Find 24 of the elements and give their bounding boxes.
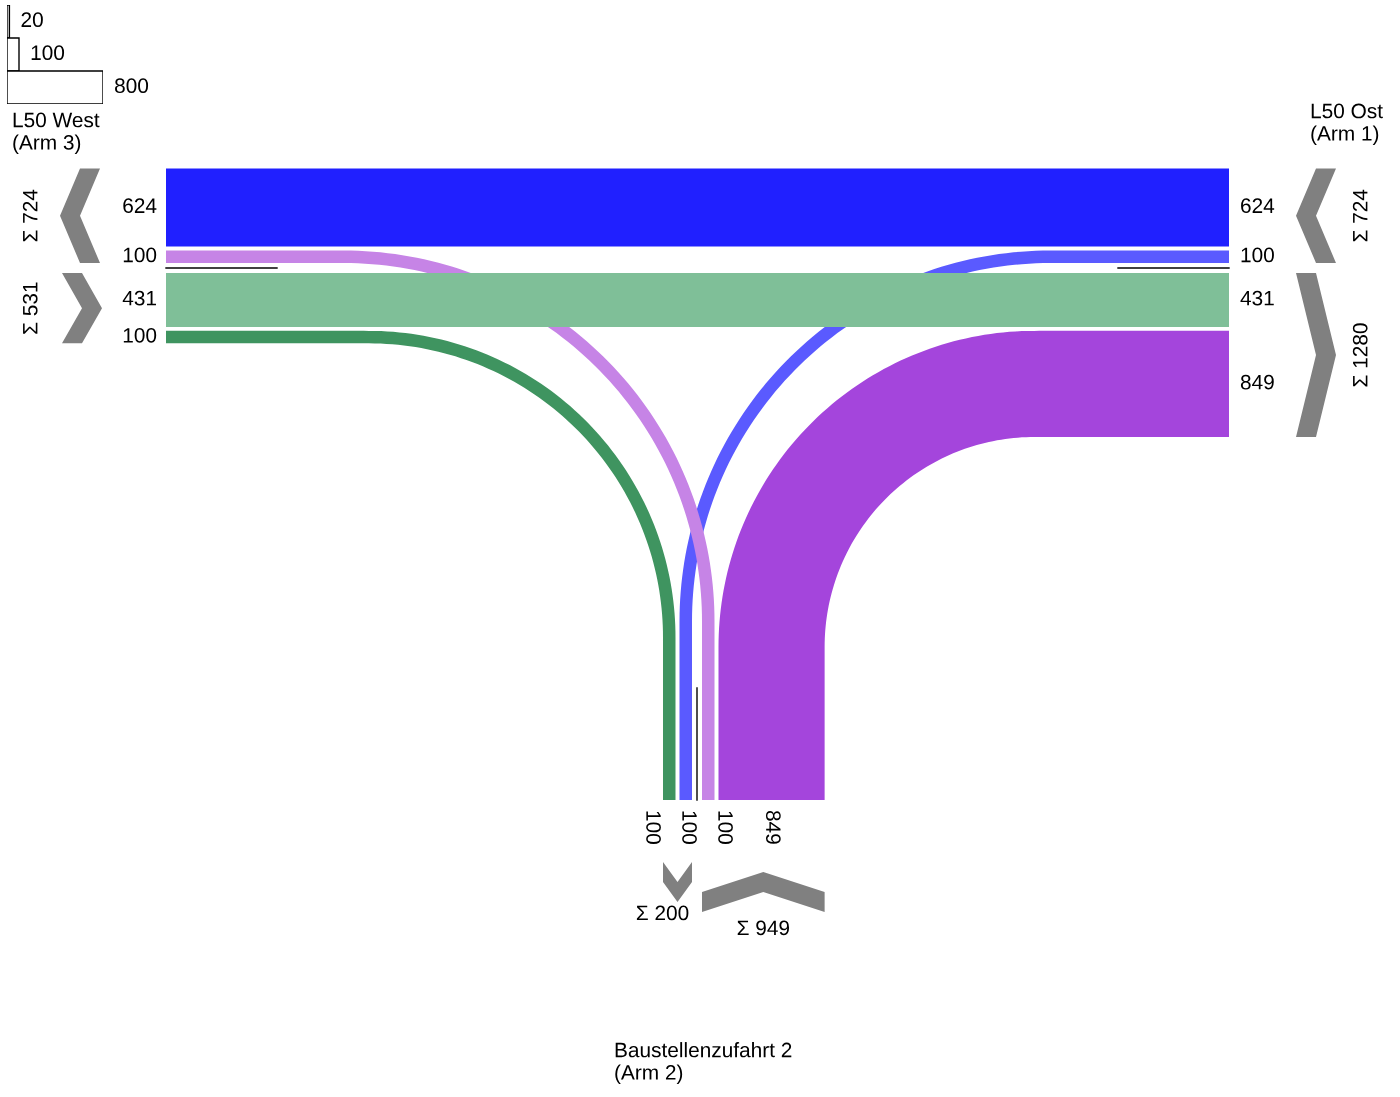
data-label: 20 bbox=[21, 12, 43, 28]
text: Σ 531 bbox=[22, 282, 38, 334]
data-label: 100 bbox=[1241, 247, 1274, 263]
data-label: 100 bbox=[646, 811, 661, 844]
text: Σ 949 bbox=[737, 920, 790, 936]
category-label: L50 West (Arm 3) bbox=[13, 112, 100, 154]
data-label: 849 bbox=[765, 810, 781, 844]
category-label: Baustellenzufahrt 2 (Arm 2) bbox=[615, 1042, 792, 1084]
text: Σ 200 bbox=[636, 905, 689, 921]
data-label: 849 bbox=[1240, 374, 1274, 390]
data-label: 624 bbox=[1241, 198, 1275, 214]
data-label: 624 bbox=[123, 198, 157, 214]
data-label: 100 bbox=[682, 811, 697, 844]
data-label: 431 bbox=[1240, 290, 1274, 306]
data-label: 100 bbox=[123, 327, 157, 343]
text: Σ 724 bbox=[22, 189, 38, 242]
data-label: 100 bbox=[123, 247, 157, 263]
data-label: 100 bbox=[718, 811, 733, 844]
data-label: 800 bbox=[115, 78, 149, 94]
data-label: 100 bbox=[31, 45, 65, 61]
category-label: L50 Ost (Arm 1) bbox=[1311, 103, 1383, 145]
text: Σ 724 bbox=[1352, 189, 1368, 242]
text: Σ 1280 bbox=[1352, 323, 1368, 387]
data-label: 431 bbox=[122, 290, 156, 306]
